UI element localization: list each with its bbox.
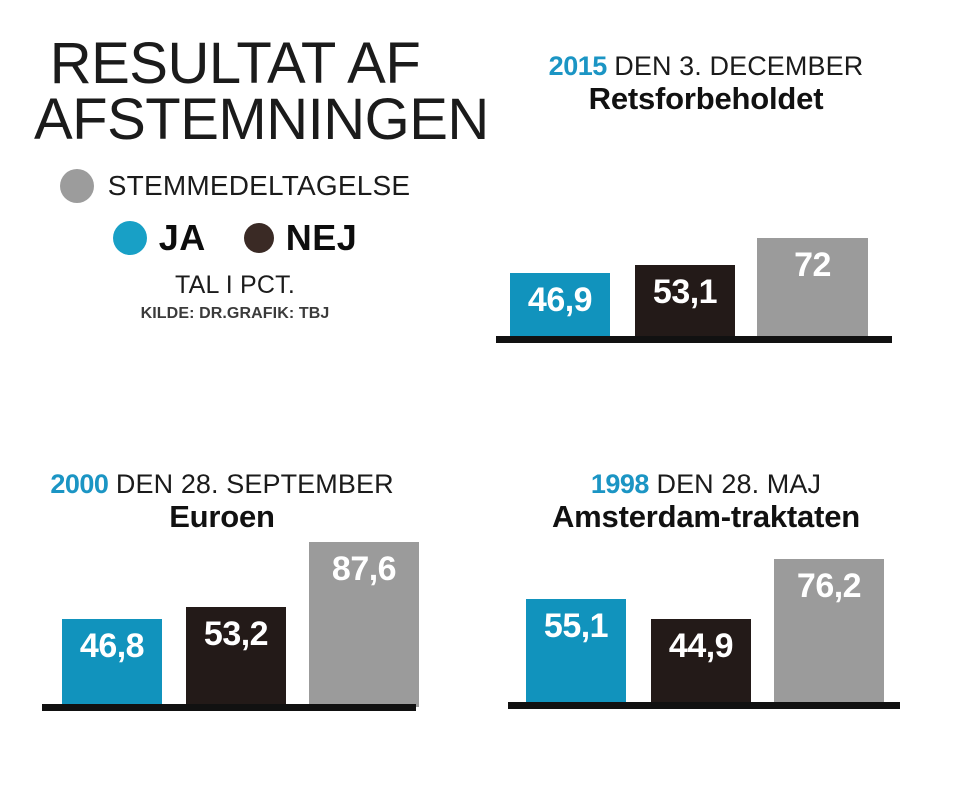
bar-turnout-2015: 72 xyxy=(757,238,868,340)
legend-unit-note: TAL I PCT. xyxy=(174,271,296,300)
chart-date-2015: DEN 3. DECEMBER xyxy=(614,51,864,81)
bar-ja-2015: 46,9 xyxy=(510,273,610,340)
chart-kicker-1998: 1998 DEN 28. MAJ xyxy=(496,470,916,499)
axis-baseline-2000 xyxy=(42,704,416,712)
bar-value-turnout-2015: 72 xyxy=(794,246,831,285)
bar-value-nej-2000: 53,2 xyxy=(203,615,269,654)
legend-label-yes: JA xyxy=(158,217,206,259)
bar-value-nej-2015: 53,1 xyxy=(652,273,718,312)
title-and-legend-panel: RESULTAT AF AFSTEMNINGEN STEMMEDELTAGELS… xyxy=(0,31,489,323)
chart-panel-1998: 1998 DEN 28. MAJ Amsterdam-traktaten 55,… xyxy=(496,470,916,710)
axis-baseline-2015 xyxy=(496,336,892,344)
bar-value-nej-1998: 44,9 xyxy=(668,627,734,666)
chart-header-1998: 1998 DEN 28. MAJ Amsterdam-traktaten xyxy=(496,470,916,533)
chart-subject-2015: Retsforbeholdet xyxy=(588,80,824,116)
chart-year-1998: 1998 xyxy=(590,469,650,499)
bar-ja-1998: 55,1 xyxy=(526,599,626,706)
turnout-swatch-icon xyxy=(59,169,94,204)
plot-area-2000: 46,8 53,2 87,6 xyxy=(12,539,432,712)
plot-area-2015: 46,9 53,1 72 xyxy=(496,193,916,344)
bar-nej-1998: 44,9 xyxy=(651,619,751,706)
bar-turnout-2000: 87,6 xyxy=(309,542,419,708)
no-swatch-icon xyxy=(243,223,274,254)
chart-panel-2000: 2000 DEN 28. SEPTEMBER Euroen 46,8 53,2 … xyxy=(12,470,432,712)
axis-baseline-1998 xyxy=(508,702,900,710)
page-title-line-1: RESULTAT AF xyxy=(49,31,421,96)
bar-nej-2015: 53,1 xyxy=(635,265,735,340)
chart-year-2000: 2000 xyxy=(50,469,109,499)
plot-area-1998: 55,1 44,9 76,2 xyxy=(496,557,916,710)
page-title-line-2: AFSTEMNINGEN xyxy=(34,86,489,152)
legend-yes-no-row: JA NEJ xyxy=(0,217,470,259)
yes-swatch-icon xyxy=(112,221,147,256)
bar-value-ja-2015: 46,9 xyxy=(527,281,593,320)
legend-item-turnout: STEMMEDELTAGELSE xyxy=(0,169,470,204)
bar-value-turnout-1998: 76,2 xyxy=(796,567,862,606)
bar-value-ja-1998: 55,1 xyxy=(543,607,609,646)
bar-nej-2000: 53,2 xyxy=(186,607,286,708)
chart-header-2015: 2015 DEN 3. DECEMBER Retsforbeholdet xyxy=(496,52,916,115)
chart-subject-2000: Euroen xyxy=(169,498,275,534)
chart-subject-1998: Amsterdam-traktaten xyxy=(551,498,861,534)
bar-turnout-1998: 76,2 xyxy=(774,559,884,706)
chart-panel-2015: 2015 DEN 3. DECEMBER Retsforbeholdet 46,… xyxy=(496,52,916,344)
legend-label-no: NEJ xyxy=(285,217,358,259)
page-title: RESULTAT AF AFSTEMNINGEN xyxy=(0,31,489,152)
chart-date-1998: DEN 28. MAJ xyxy=(656,469,822,499)
chart-date-2000: DEN 28. SEPTEMBER xyxy=(115,469,394,499)
chart-kicker-2000: 2000 DEN 28. SEPTEMBER xyxy=(12,470,432,499)
bar-value-turnout-2000: 87,6 xyxy=(331,550,397,589)
bar-value-ja-2000: 46,8 xyxy=(79,627,145,666)
legend-source-credit: KILDE: DR.GRAFIK: TBJ xyxy=(140,305,330,323)
bar-ja-2000: 46,8 xyxy=(62,619,162,708)
chart-year-2015: 2015 xyxy=(548,51,608,81)
chart-kicker-2015: 2015 DEN 3. DECEMBER xyxy=(496,52,916,81)
chart-header-2000: 2000 DEN 28. SEPTEMBER Euroen xyxy=(12,470,432,533)
legend: STEMMEDELTAGELSE JA NEJ TAL I PCT. KILDE… xyxy=(0,169,470,323)
legend-label-turnout: STEMMEDELTAGELSE xyxy=(107,170,411,202)
